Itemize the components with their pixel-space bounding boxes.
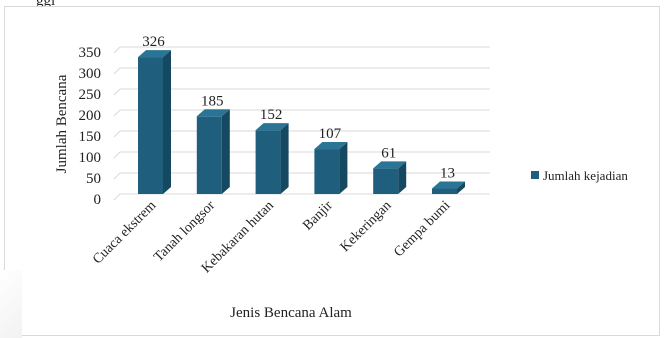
- gridline-depth: [113, 67, 121, 75]
- gridline-depth: [113, 46, 121, 54]
- bar-top: [373, 161, 407, 169]
- bar-side: [280, 123, 289, 194]
- bar-front: [255, 130, 281, 194]
- bar-top: [432, 181, 465, 189]
- bar: [196, 109, 230, 194]
- x-category-label: Cuaca ekstrem: [90, 198, 159, 267]
- x-axis-title: Jenis Bencana Alam: [230, 305, 352, 321]
- bar-side: [339, 142, 348, 194]
- x-category-label: Gempa bumi: [391, 198, 453, 260]
- gridline-depth: [113, 109, 121, 117]
- bar-side: [221, 109, 230, 194]
- y-tick-label: 100: [79, 150, 102, 166]
- data-labels: 326 185 152 107 61 13: [142, 34, 455, 181]
- gridline-depth: [113, 151, 121, 159]
- bar-top: [196, 109, 230, 117]
- y-tick-label: 350: [79, 45, 102, 61]
- y-tick-label: 200: [79, 108, 102, 124]
- x-category-label: Kekeringan: [338, 198, 395, 255]
- y-tick-label: 250: [79, 87, 102, 103]
- data-label: 13: [440, 166, 455, 182]
- bar: [255, 123, 289, 194]
- bar-front: [196, 116, 222, 194]
- data-label: 326: [142, 34, 165, 50]
- header-text-fragment: ggi: [36, 0, 56, 9]
- x-category-label: Banjir: [300, 198, 336, 234]
- y-tick-label: 50: [86, 171, 101, 187]
- bar-top: [255, 123, 289, 131]
- bar-front: [432, 188, 457, 194]
- bar-side: [457, 181, 465, 194]
- bar-side: [398, 161, 407, 194]
- bars: [138, 50, 465, 194]
- y-tick-label: 0: [94, 192, 102, 208]
- bar-side: [163, 50, 171, 194]
- bar-front: [373, 168, 399, 194]
- y-axis-title: Jumlah Bencana: [54, 74, 70, 173]
- legend-label: Jumlah kejadian: [543, 168, 628, 183]
- bar-top: [314, 142, 348, 150]
- bar-front: [314, 149, 340, 194]
- gridlines: [113, 46, 490, 201]
- gridline-depth: [113, 88, 121, 96]
- bar: [432, 181, 465, 194]
- bar: [373, 161, 407, 194]
- gridline-depth: [113, 172, 121, 180]
- data-label: 107: [319, 126, 342, 142]
- gridline-depth: [113, 130, 121, 138]
- bar-top: [138, 50, 171, 58]
- data-label: 61: [381, 145, 396, 161]
- page-corner-shade: [0, 270, 22, 338]
- gridline-depth: [113, 193, 121, 201]
- data-label: 185: [201, 93, 224, 109]
- data-label: 152: [260, 107, 283, 123]
- legend-swatch: [531, 171, 539, 179]
- bar-front: [138, 57, 163, 194]
- y-tick-label: 300: [79, 66, 102, 82]
- bar: [314, 142, 348, 194]
- y-tick-label: 150: [79, 129, 102, 145]
- legend: Jumlah kejadian: [531, 168, 628, 183]
- bar: [138, 50, 171, 194]
- y-axis-ticks: 0 50 100 150 200 250 300 350: [79, 45, 102, 208]
